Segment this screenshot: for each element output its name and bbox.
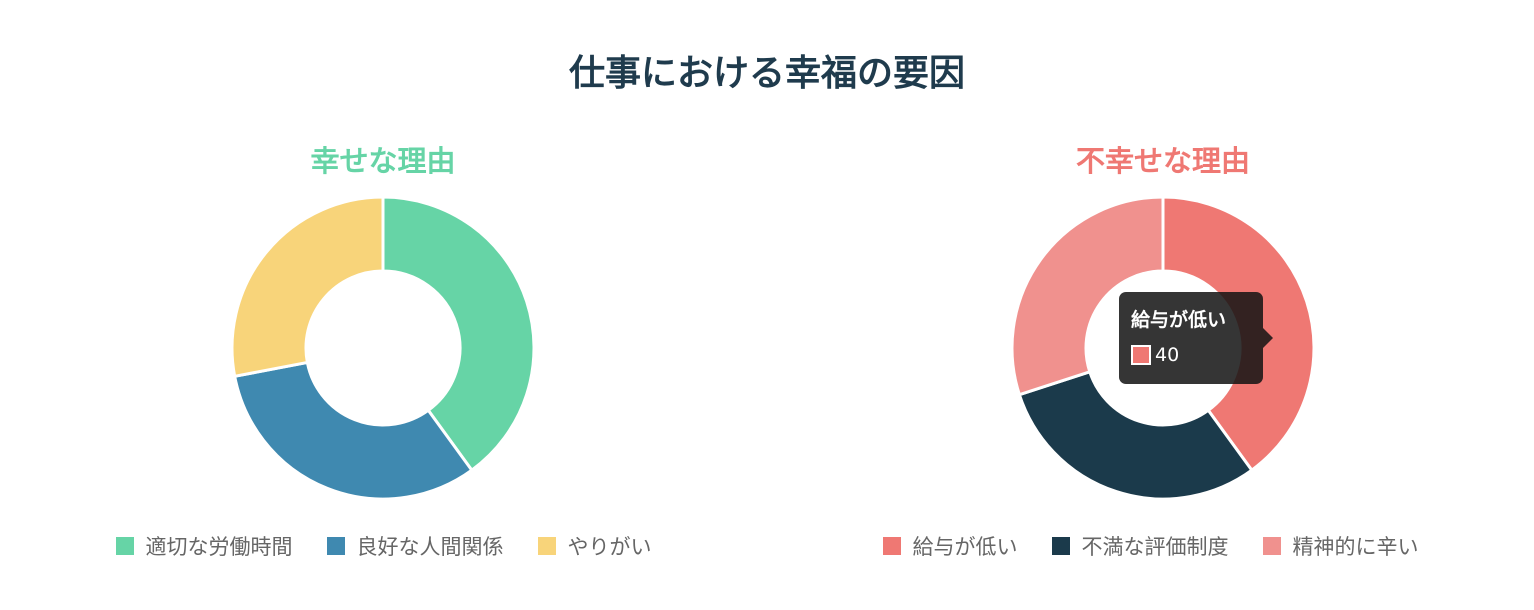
slice-mental-stress[interactable]: [1010, 195, 1165, 397]
slice-relationships[interactable]: [232, 360, 474, 501]
legend-item-unfair-evaluation[interactable]: 不満な評価制度: [1051, 531, 1229, 561]
chart-tooltip: 給与が低い 40: [1119, 292, 1273, 384]
legend-happy: 適切な労働時間 良好な人間関係 やりがい: [0, 531, 767, 561]
legend-swatch: [115, 537, 134, 555]
legend-swatch: [326, 537, 345, 555]
legend-label: 精神的に辛い: [1292, 535, 1419, 559]
tooltip-row: 40: [1131, 344, 1179, 366]
slice-rewarding-work[interactable]: [230, 195, 385, 379]
legend-swatch: [1262, 537, 1281, 555]
donut-chart-happy: [230, 195, 536, 501]
donut-chart-unhappy: [1010, 195, 1316, 501]
chart-panel-happy: 幸せな理由 適切な労働時間 良好な人間関係 やりがい: [0, 144, 767, 561]
legend-swatch: [537, 537, 556, 555]
legend-swatch: [1051, 537, 1070, 555]
legend-unhappy: 給与が低い 不満な評価制度 精神的に辛い: [767, 531, 1534, 561]
chart-title-happy: 幸せな理由: [310, 144, 456, 178]
page-title: 仕事における幸福の要因: [568, 53, 965, 94]
legend-item-mental-stress[interactable]: 精神的に辛い: [1262, 531, 1419, 561]
tooltip-color-swatch: [1131, 345, 1151, 365]
legend-label: 不満な評価制度: [1081, 535, 1229, 559]
chart-title-unhappy: 不幸せな理由: [1075, 144, 1250, 178]
slice-unfair-evaluation[interactable]: [1017, 369, 1254, 501]
slice-working-hours[interactable]: [381, 195, 536, 473]
legend-label: やりがい: [567, 535, 652, 559]
legend-label: 良好な人間関係: [356, 535, 504, 559]
legend-swatch: [882, 537, 901, 555]
tooltip-value: 40: [1155, 344, 1180, 366]
legend-item-rewarding-work[interactable]: やりがい: [537, 531, 652, 561]
legend-label: 給与が低い: [912, 535, 1018, 559]
legend-item-relationships[interactable]: 良好な人間関係: [326, 531, 504, 561]
legend-item-working-hours[interactable]: 適切な労働時間: [115, 531, 293, 561]
chart-panel-unhappy: 不幸せな理由 給与が低い 不満な評価制度 精神的に辛い: [767, 0, 1534, 610]
tooltip-label: 給与が低い: [1131, 309, 1227, 331]
legend-label: 適切な労働時間: [145, 535, 293, 559]
legend-item-low-salary[interactable]: 給与が低い: [882, 531, 1018, 561]
